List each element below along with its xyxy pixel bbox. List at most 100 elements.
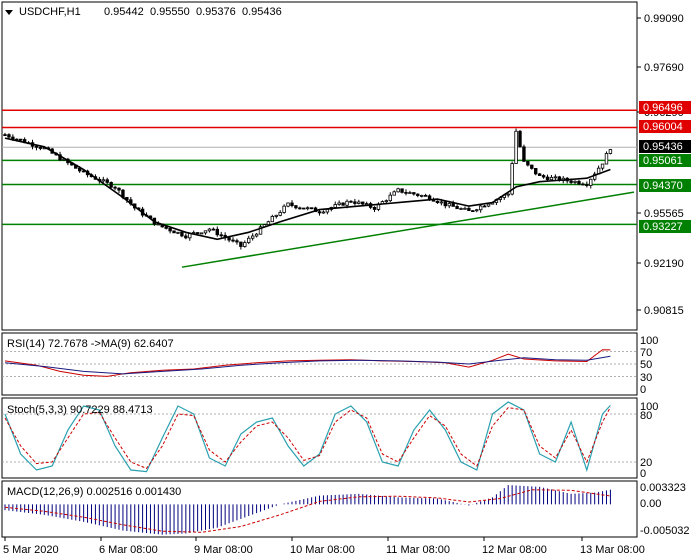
header-open: 0.95442 <box>104 6 144 18</box>
current-price-badge <box>639 140 691 153</box>
candle-body <box>294 205 298 209</box>
candle-body <box>518 130 522 148</box>
y-tick-label: 0.95565 <box>644 208 684 220</box>
candle-body <box>361 201 365 205</box>
support-trendline <box>181 191 635 268</box>
candle-body <box>404 191 408 194</box>
candle-body <box>266 221 271 225</box>
candle-body <box>447 203 451 207</box>
candle-body <box>176 231 180 234</box>
candle-body <box>435 200 440 204</box>
candle-body <box>416 193 420 196</box>
candle-body <box>309 207 314 210</box>
candle-body <box>19 138 23 141</box>
candle-body <box>364 203 369 206</box>
level-badge-text: 0.94370 <box>643 180 683 192</box>
rsi-y-tick: 100 <box>640 335 658 347</box>
candle-body <box>117 187 121 191</box>
candle-body <box>396 188 400 193</box>
candle-body <box>534 168 538 175</box>
candle-body <box>604 153 609 165</box>
candle-body <box>235 240 239 243</box>
candle-body <box>345 200 349 206</box>
moving-average-line <box>4 137 611 241</box>
y-tick-label: 0.92190 <box>644 258 684 270</box>
candle-body <box>333 204 337 208</box>
candle-body <box>408 192 412 194</box>
candle-body <box>282 205 286 213</box>
candle-body <box>592 173 597 180</box>
candle-body <box>372 206 377 210</box>
stoch-signal-line <box>4 406 611 470</box>
level-badge-text: 0.96004 <box>643 121 683 133</box>
candle-body <box>247 237 251 243</box>
candle-body <box>250 235 255 239</box>
candle-body <box>600 163 605 169</box>
candle-body <box>278 212 282 216</box>
candle-body <box>471 210 475 213</box>
level-badge-resistance-2 <box>639 120 691 133</box>
candle-body <box>463 207 467 210</box>
candle-body <box>510 163 514 195</box>
candle-body <box>195 232 200 234</box>
y-tick-label: 0.99090 <box>644 13 684 25</box>
candle-body <box>7 134 11 138</box>
candle-body <box>180 231 184 237</box>
candle-body <box>227 237 231 241</box>
candle-body <box>101 179 105 182</box>
candle-body <box>526 160 530 166</box>
candle-body <box>302 207 306 210</box>
candle-body <box>298 207 302 210</box>
candle-body <box>270 216 275 223</box>
candle-body <box>392 191 396 196</box>
candle-body <box>467 207 471 212</box>
rsi-y-tick: 0 <box>640 384 646 396</box>
header-symbol: USDCHF,H1 <box>19 6 81 18</box>
header-low: 0.95376 <box>196 6 236 18</box>
level-badge-text: 0.93227 <box>643 221 683 233</box>
rsi-y-tick: 50 <box>640 359 652 371</box>
stoch-plot-frame <box>1 397 638 479</box>
macd-signal-line <box>4 489 611 533</box>
main-plot-frame <box>1 1 638 331</box>
candle-body <box>286 202 290 207</box>
candle-body <box>514 130 518 164</box>
collapse-triangle-icon[interactable] <box>5 10 13 15</box>
candle-body <box>321 211 326 214</box>
x-tick-label: 13 Mar 08:00 <box>580 544 645 556</box>
rsi-y-tick: 70 <box>640 347 652 359</box>
candle-body <box>172 230 176 234</box>
candle-body <box>337 202 341 205</box>
candle-body <box>34 145 39 148</box>
level-badge-resistance-1 <box>639 101 691 114</box>
candle-body <box>423 194 428 197</box>
candle-body <box>553 176 558 179</box>
x-tick-label: 10 Mar 08:00 <box>290 544 355 556</box>
candle-body <box>451 203 455 207</box>
x-tick-label: 5 Mar 2020 <box>3 544 59 556</box>
candle-body <box>459 208 463 210</box>
stoch-y-tick: 0 <box>640 468 646 480</box>
candle-body <box>384 200 389 203</box>
candle-body <box>113 186 117 189</box>
x-tick-label: 6 Mar 08:00 <box>99 544 158 556</box>
level-badge-text: 0.95061 <box>643 155 683 167</box>
candle-body <box>522 146 526 162</box>
y-tick-label: 0.90815 <box>644 305 684 317</box>
candle-body <box>349 200 353 203</box>
candle-body <box>77 167 82 172</box>
candle-body <box>388 194 392 202</box>
candle-body <box>357 201 361 204</box>
candle-body <box>443 201 447 207</box>
candle-body <box>545 176 550 181</box>
candle-body <box>439 201 444 204</box>
candle-body <box>3 134 7 136</box>
candle-body <box>585 184 589 186</box>
candle-body <box>589 178 593 186</box>
candle-body <box>581 183 585 186</box>
candle-body <box>290 202 294 207</box>
candle-body <box>486 203 491 207</box>
x-tick-label: 12 Mar 08:00 <box>482 544 547 556</box>
candle-body <box>164 226 168 229</box>
candle-body <box>231 239 235 242</box>
